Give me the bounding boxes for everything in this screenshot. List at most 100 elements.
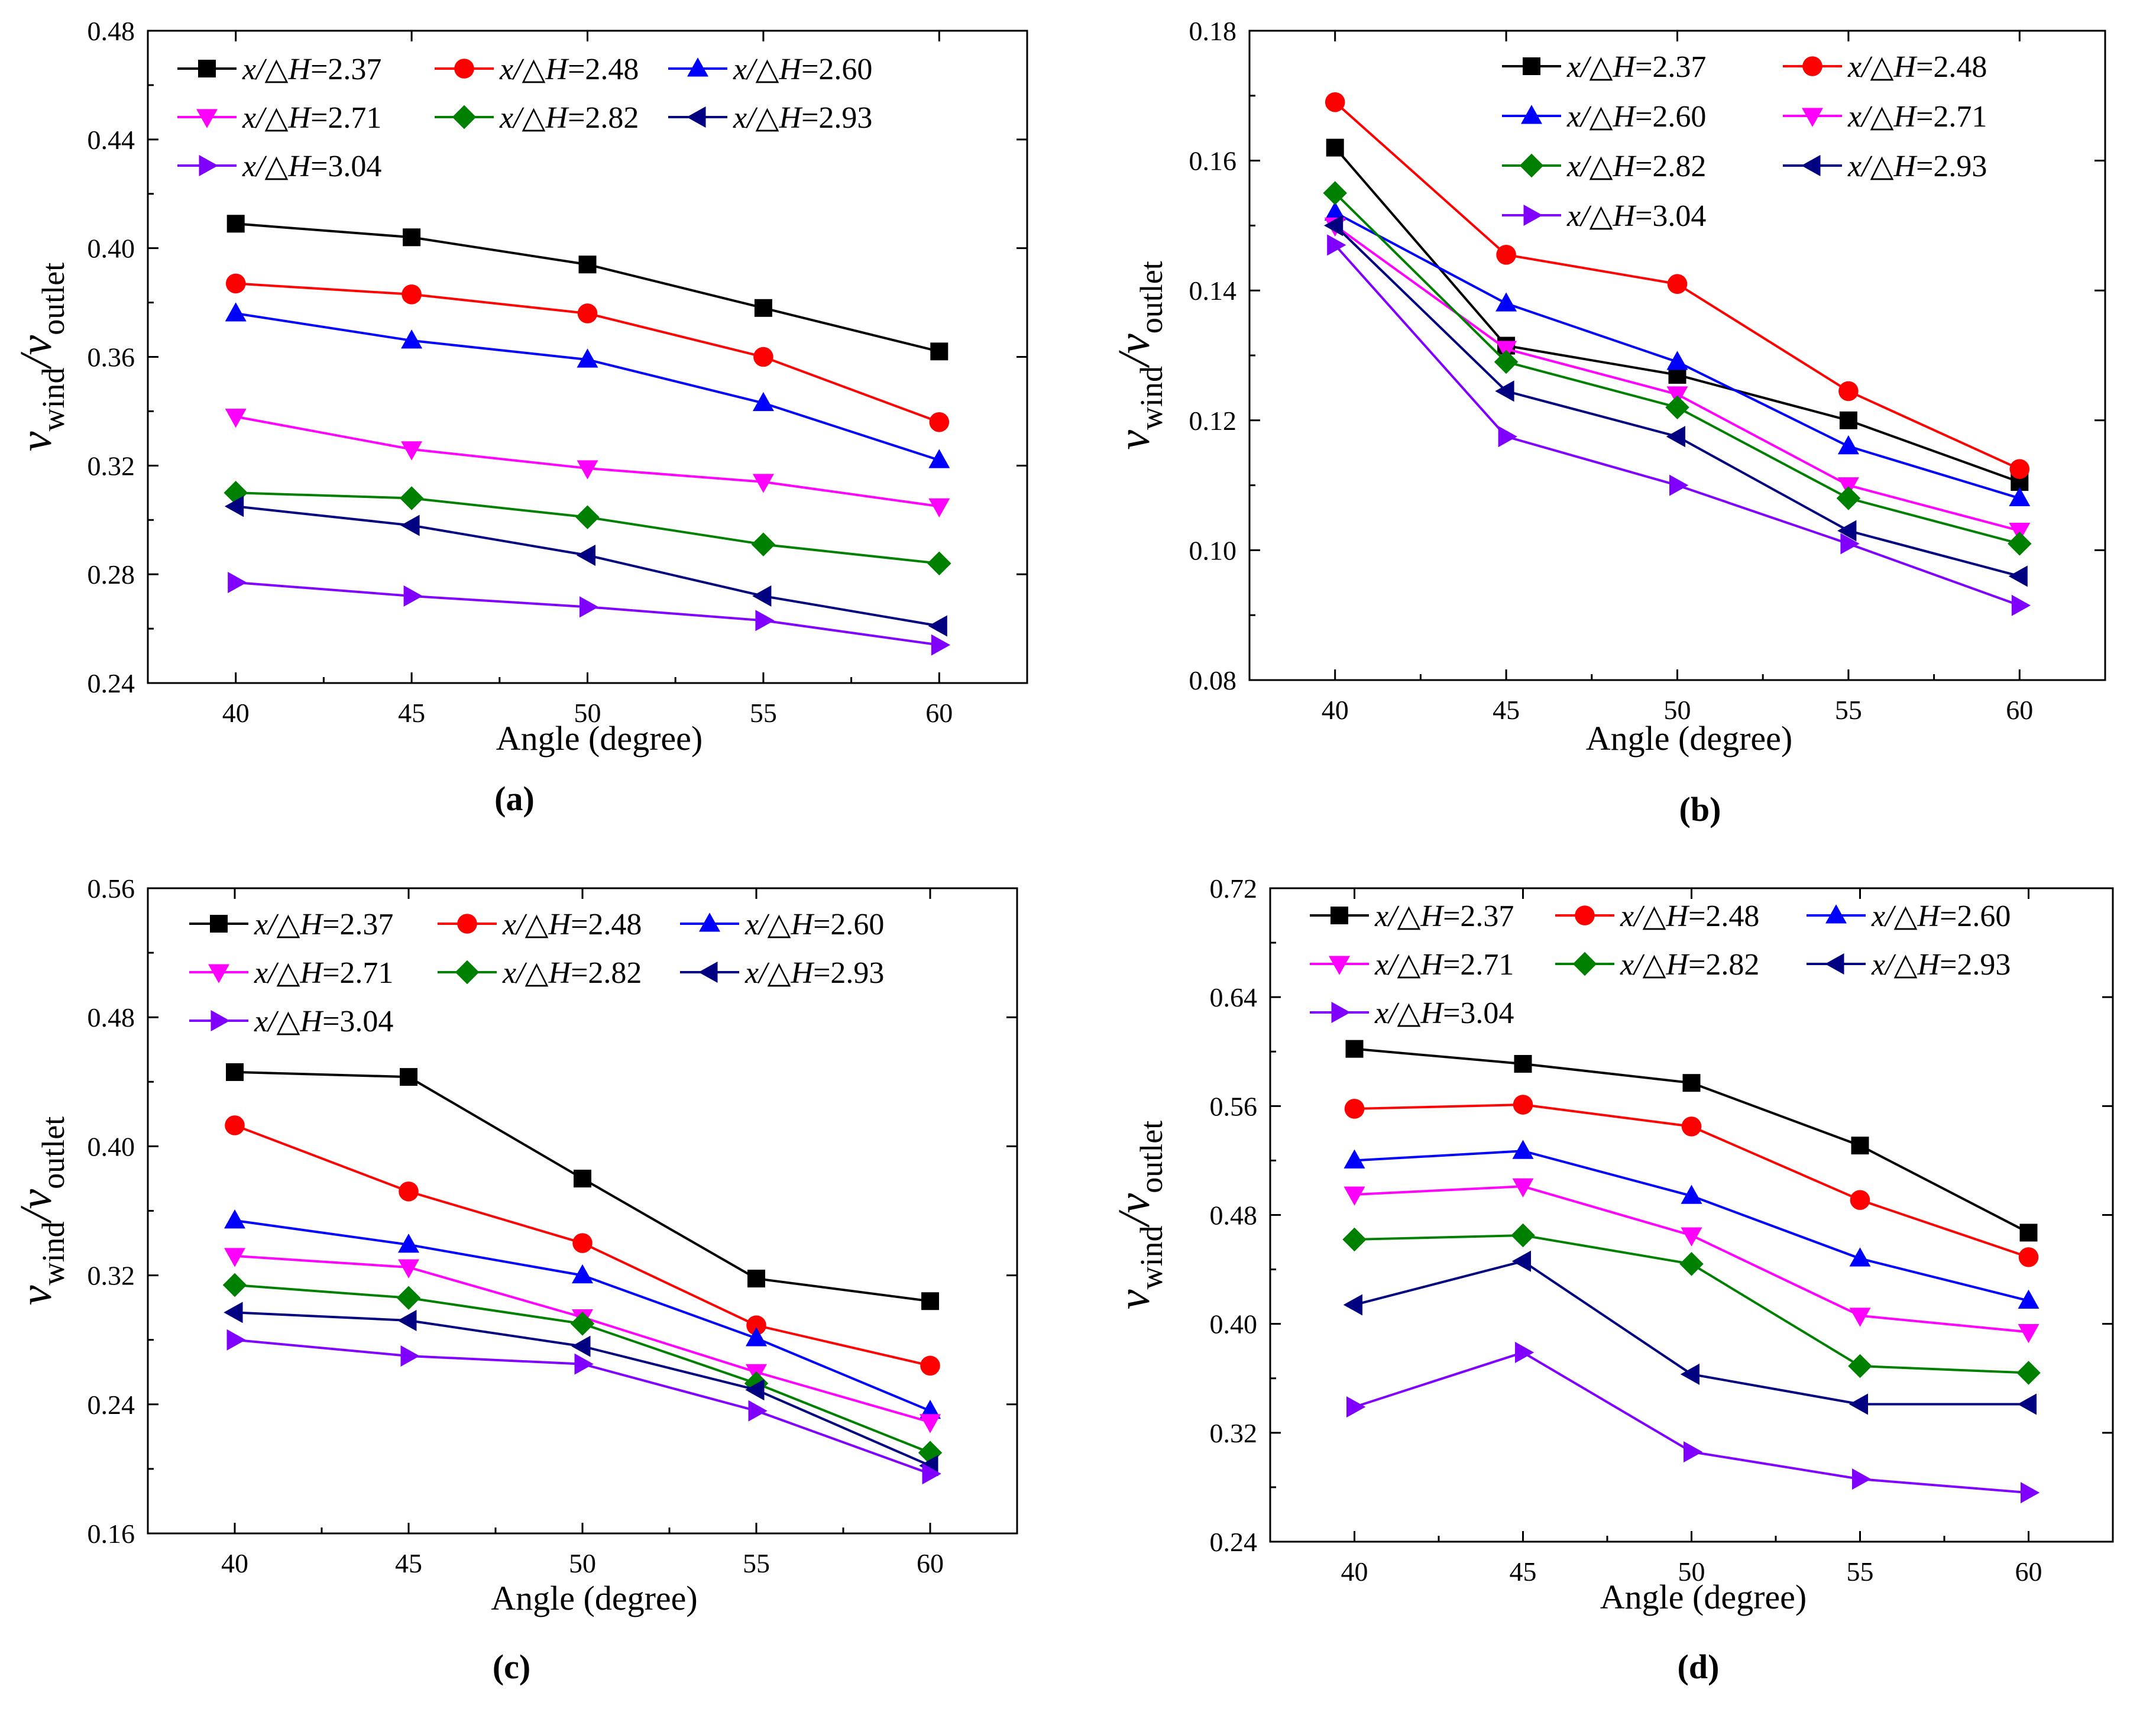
y-tick-label: 0.40 [88,234,135,264]
x-tick-label: 50 [1678,1556,1705,1587]
chart-svg: 0.16 0.24 0.32 0.40 0.48 0.56 40 45 50 55 60 Angle … [11,873,1018,1686]
data-point [746,1327,767,1347]
legend-label-value: =2.71 [1443,948,1514,982]
y-tick-label: 0.16 [1189,146,1237,176]
data-point [1344,1149,1365,1169]
data-point [403,585,423,607]
legend-label-value: =3.04 [310,150,381,183]
legend-label-prefix: x/△H [1374,996,1445,1030]
y-tick-label: 0.24 [1210,1527,1258,1557]
chart-panel-a: 0.24 0.28 0.32 0.36 0.40 0.44 0.48 40 45 50 55 60 An… [0,0,1078,856]
y-axis-title-part: v [1109,1193,1159,1213]
legend-label-prefix: x/△H [242,101,312,135]
data-point [224,1248,245,1267]
data-point [752,391,774,412]
data-point [1327,234,1346,256]
legend-label-value: =2.48 [568,53,639,86]
legend-label-prefix: x/△H [499,53,569,86]
legend-label: x/△H=2.71 [1847,100,1987,134]
panel-label: (c) [493,1648,530,1686]
y-axis-title-part: v [11,1285,61,1305]
data-point [1849,1393,1868,1415]
data-point [1325,92,1345,112]
y-tick-label: 0.14 [1189,276,1237,306]
data-point [224,1302,243,1323]
data-point [2021,1482,2040,1504]
panel-label: (b) [1679,790,1721,829]
legend-label-value: =2.60 [1940,899,2011,933]
data-point [2011,594,2031,616]
svg-text:vwind/voutlet: vwind/voutlet [11,263,71,452]
data-point [226,215,245,233]
data-point [1324,201,1346,221]
y-axis-title-part: wind [35,1222,71,1286]
x-tick-label: 45 [395,1548,422,1578]
x-axis-title: Angle (degree) [491,1579,697,1617]
series-line [235,312,940,462]
x-tick-label: 40 [1322,695,1349,725]
data-point [1511,1223,1535,1248]
y-axis-title: vwind/voutlet [1109,261,1169,450]
data-point [920,1414,941,1433]
chart-svg: 0.24 0.28 0.32 0.36 0.40 0.44 0.48 40 45 50 55 60 An… [11,16,1028,818]
legend-marker [1825,904,1847,924]
legend-label: x/△H=2.82 [499,101,639,135]
legend-label: x/△H=2.71 [1374,948,1514,982]
legend-marker [210,915,228,933]
y-tick-label: 0.16 [88,1519,135,1549]
y-tick-label: 0.18 [1189,16,1237,46]
legend-label-prefix: x/△H [744,908,815,941]
data-point [1511,1250,1531,1272]
svg-text:vwind/voutlet: vwind/voutlet [1109,261,1169,450]
legend-label-prefix: x/△H [1847,50,1918,84]
legend-label-value: =2.37 [1635,50,1706,84]
legend-label: x/△H=2.37 [1566,50,1706,84]
data-point [397,1309,417,1331]
data-point [1514,1054,1532,1073]
legend-label: x/△H=2.93 [1871,948,2011,982]
legend-label-value: =2.82 [1635,150,1706,183]
data-point [1344,1099,1365,1119]
data-point [1323,215,1344,237]
legend-label-value: =2.37 [310,53,381,86]
data-point [2018,1247,2039,1267]
legend-label-value: =2.60 [1635,100,1706,134]
y-axis-title-part: v [1109,430,1159,450]
data-point [1512,1140,1534,1159]
data-point [752,474,774,493]
legend-marker [1825,953,1844,975]
data-point [921,1292,939,1310]
data-point [1850,1190,1870,1210]
y-tick-label: 0.48 [88,1002,135,1033]
data-point [580,596,599,618]
legend-label-prefix: x/△H [1871,948,1941,982]
legend-marker [208,964,229,983]
data-point [927,551,951,576]
data-point [2017,1393,2037,1415]
x-tick-label: 60 [917,1548,944,1578]
legend-label-prefix: x/△H [1374,948,1445,982]
data-point [2019,1224,2038,1242]
data-point [1344,1186,1365,1206]
legend-label-prefix: x/△H [1566,150,1637,183]
x-tick-label: 45 [398,698,425,728]
data-point [575,505,600,529]
data-point [928,615,947,637]
data-point [1682,1074,1701,1092]
legend-label-prefix: x/△H [1374,899,1445,933]
data-point [1343,1294,1362,1316]
legend-label-value: =2.93 [1916,150,1987,183]
legend-label-value: =2.37 [1443,899,1514,933]
y-axis-title-part: v [11,431,61,451]
legend-marker [1572,952,1597,976]
legend-label: x/△H=2.82 [1566,150,1706,183]
legend-label: x/△H=2.48 [502,908,642,941]
data-point [2009,459,2030,479]
data-point [1495,292,1517,312]
data-point [2008,532,2032,556]
legend-label-value: =2.60 [801,53,872,86]
y-axis-title-part: outlet [35,263,71,335]
data-point [572,1233,593,1253]
data-point [745,1379,765,1401]
y-axis-title: vwind/voutlet [11,263,71,452]
